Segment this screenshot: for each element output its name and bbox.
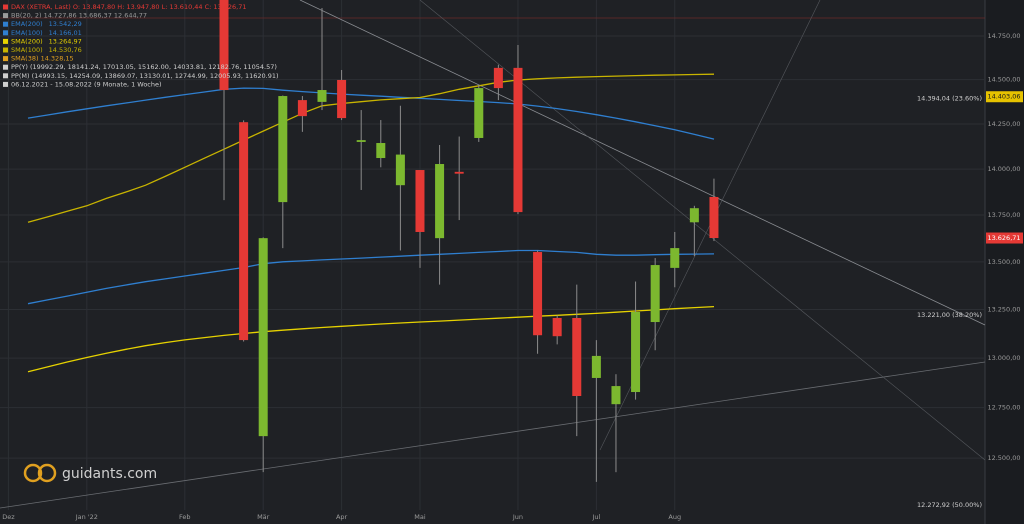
candle-body (278, 96, 288, 203)
legend-swatch (3, 56, 8, 62)
y-tick-label: 13.250,00 (987, 305, 1020, 313)
candle-body (415, 170, 425, 232)
candle-body (219, 0, 229, 91)
candle-body (493, 67, 503, 89)
legend-swatch (3, 4, 8, 10)
fib-label: 14.394,04 (23.60%) (917, 94, 982, 102)
candle-body (591, 355, 601, 378)
candle-body (239, 122, 249, 341)
legend-text: SMA(200) 13.264,97 (11, 37, 82, 45)
legend-text: PP(M) (14993.15, 14254.09, 13869.07, 131… (11, 72, 279, 80)
candle-body (611, 386, 621, 405)
legend-swatch (3, 21, 8, 27)
price-tag (986, 232, 1023, 244)
indicator-lines (27, 73, 715, 373)
candle-body (435, 164, 445, 239)
y-tick-label: 14.000,00 (987, 165, 1020, 173)
y-tick-label: 12.750,00 (987, 404, 1020, 412)
candle-body (395, 154, 405, 186)
legend-text: EMA(200) 13.542,29 (11, 20, 82, 28)
legend-text: DAX (XETRA, Last) O: 13.847,80 H: 13.947… (11, 3, 247, 11)
candle-body (709, 196, 719, 239)
trendline (0, 361, 986, 509)
legend-value: 13.542,29 (49, 20, 82, 28)
legend-swatch (3, 73, 8, 79)
x-tick-label: Jul (591, 513, 600, 521)
x-tick-label: Dez (2, 513, 15, 521)
price-tag (986, 91, 1023, 103)
legend-value: 13.264,97 (49, 37, 82, 45)
legend-value: 14.530,76 (49, 46, 82, 54)
candle-body (376, 143, 386, 159)
legend-name: SMA(100) (11, 46, 43, 54)
indicator-line (27, 305, 715, 373)
legend-text: EMA(100) 14.166,01 (11, 29, 82, 37)
legend-swatch (3, 64, 8, 70)
candle-body (474, 88, 484, 138)
legend-text: SMA(38) 14.328,15 (11, 55, 74, 63)
candle-body (533, 252, 543, 336)
indicator-line (27, 73, 715, 223)
candle-body (552, 317, 562, 337)
y-tick-label: 13.000,00 (987, 354, 1020, 362)
candle-body (689, 208, 699, 223)
candle-body (454, 171, 464, 174)
y-tick-label: 13.750,00 (987, 211, 1020, 219)
legend-swatch (3, 30, 8, 36)
fib-label: 12.272,92 (50.00%) (917, 501, 982, 509)
candle-body (631, 312, 641, 393)
candle-body (258, 238, 268, 437)
price-tag-label: 14.403,06 (987, 93, 1020, 101)
y-tick-label: 13.500,00 (987, 258, 1020, 266)
logo-text: guidants.com (62, 466, 157, 482)
legend-text: BB(20, 2) 14.727,86 13.686,37 12.644,77 (11, 12, 147, 20)
grid (0, 0, 985, 510)
price-axis-background (985, 0, 1024, 524)
candle-body (572, 317, 582, 397)
x-tick-label: Jun (512, 513, 523, 521)
candle-body (337, 79, 347, 119)
candle-body (297, 100, 307, 117)
candle-body (317, 90, 327, 102)
legend-text: SMA(100) 14.530,76 (11, 46, 82, 54)
legend-swatch (3, 47, 8, 53)
x-tick-label: Jan '22 (75, 513, 98, 521)
logo: guidants.com (23, 463, 157, 483)
legend-swatch (3, 38, 8, 44)
candle-body (356, 140, 366, 142)
fib-label: 13.221,00 (38.20%) (917, 311, 982, 319)
x-tick-label: Aug (668, 513, 681, 521)
y-tick-label: 14.250,00 (987, 120, 1020, 128)
trendline (299, 0, 986, 326)
x-tick-label: Feb (179, 513, 191, 521)
candle-body (513, 67, 523, 213)
y-tick-label: 14.750,00 (987, 32, 1020, 40)
labels: 12.500,00 12.750,00 13.000,00 13.250,00 13.5… (2, 3, 1023, 521)
legend-swatch (3, 13, 8, 19)
legend-name: EMA(200) (11, 20, 43, 28)
legend-text: PP(Y) (19992.29, 18141.24, 17013.05, 151… (11, 63, 277, 71)
logo-icon (23, 463, 43, 483)
logo-icon (37, 463, 57, 483)
x-tick-label: Mär (257, 513, 270, 521)
legend-name: SMA(200) (11, 37, 43, 45)
price-tag-label: 13.626,71 (987, 234, 1020, 242)
legend-swatch (3, 81, 8, 87)
candle-body (650, 265, 660, 323)
indicator-line (27, 87, 715, 140)
y-tick-label: 14.500,00 (987, 76, 1020, 84)
indicator-line (27, 249, 715, 305)
legend-text: 06.12.2021 - 15.08.2022 (9 Monate, 1 Woc… (11, 80, 162, 88)
legend-value: 14.166,01 (49, 29, 82, 37)
y-tick-label: 12.500,00 (987, 454, 1020, 462)
candle-body (670, 248, 680, 268)
legend-name: EMA(100) (11, 29, 43, 37)
candles (219, 0, 719, 482)
x-tick-label: Mai (414, 513, 426, 521)
x-tick-label: Apr (336, 513, 348, 521)
